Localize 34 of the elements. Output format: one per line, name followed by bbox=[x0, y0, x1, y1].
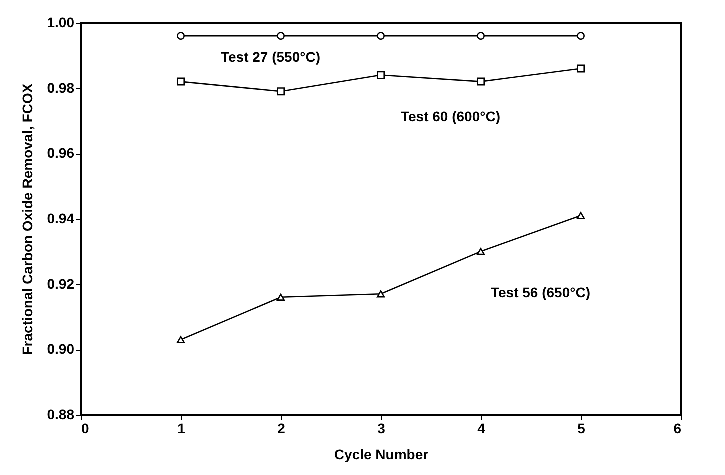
x-tick-label: 4 bbox=[478, 420, 486, 436]
x-tick-label: 2 bbox=[278, 420, 286, 436]
point bbox=[276, 294, 286, 301]
x-tick-label: 5 bbox=[578, 420, 586, 436]
point bbox=[576, 64, 586, 73]
point bbox=[476, 32, 486, 40]
point bbox=[276, 32, 286, 40]
point bbox=[376, 32, 386, 40]
point bbox=[376, 71, 386, 80]
y-tick-label: 0.88 bbox=[47, 406, 75, 422]
x-tick-label: 6 bbox=[674, 420, 682, 436]
y-axis-title: Fractional Carbon Oxide Removal, FCOX bbox=[19, 83, 36, 356]
y-tick-label: 0.92 bbox=[47, 276, 75, 292]
x-tick-label: 3 bbox=[378, 420, 386, 436]
y-tick-label: 0.90 bbox=[47, 341, 75, 358]
y-tick-label: 0.94 bbox=[47, 210, 75, 226]
point bbox=[276, 88, 286, 96]
point bbox=[176, 78, 186, 86]
series-label: Test 27 (550°C) bbox=[221, 49, 320, 66]
x-axis-title: Cycle Number bbox=[334, 446, 430, 462]
point bbox=[176, 32, 186, 40]
text: Test 56 (650°C) bbox=[491, 284, 590, 301]
point bbox=[476, 78, 486, 86]
x-tick-label: 0 bbox=[82, 420, 90, 436]
y-tick-label: 1.00 bbox=[47, 14, 75, 30]
point bbox=[176, 336, 186, 344]
point bbox=[376, 290, 386, 298]
text: Test 60 (600°C) bbox=[401, 108, 500, 124]
y-tick-label: 0.96 bbox=[47, 145, 75, 162]
point bbox=[576, 212, 586, 220]
point bbox=[576, 32, 586, 40]
point bbox=[476, 248, 486, 256]
x-tick-label: 1 bbox=[178, 420, 186, 436]
y-tick-label: 0.98 bbox=[47, 80, 75, 96]
